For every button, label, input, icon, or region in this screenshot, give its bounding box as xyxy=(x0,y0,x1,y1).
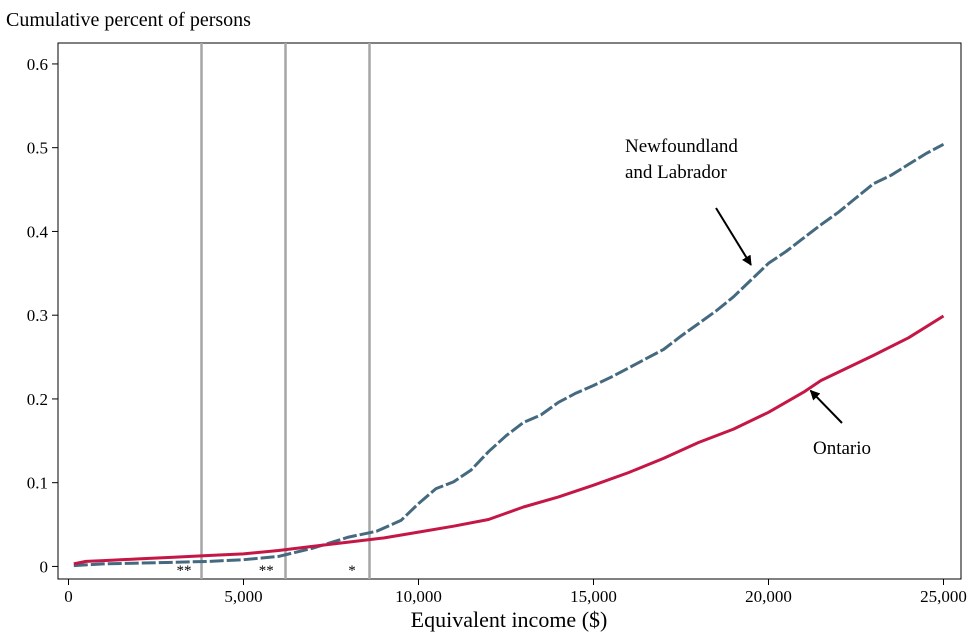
x-tick-label: 15,000 xyxy=(570,587,617,606)
threshold-lines xyxy=(200,43,371,579)
annotations: Newfoundland and Labrador Ontario xyxy=(625,136,871,459)
y-tick-label: 0.6 xyxy=(27,55,48,74)
series-line-ontario xyxy=(73,314,945,566)
y-tick-label: 0.2 xyxy=(27,390,48,409)
annotation-arrow-newfoundland-and-labrador xyxy=(715,207,752,266)
annotation-arrow-ontario xyxy=(809,389,843,424)
x-axis-label: Equivalent income ($) xyxy=(411,607,608,632)
significance-mark: ** xyxy=(177,563,192,579)
series-line-newfoundland-and-labrador xyxy=(73,142,945,568)
significance-mark: ** xyxy=(259,563,274,579)
y-axis: 0 0.1 0.2 0.3 0.4 0.5 0.6 xyxy=(27,55,58,576)
significance-marks: ** ** * xyxy=(177,563,356,579)
y-tick-label: 0.3 xyxy=(27,306,48,325)
series-group xyxy=(73,142,945,568)
annotation-label-newfoundland-and-labrador: Newfoundland xyxy=(625,136,738,157)
y-tick-label: 0.4 xyxy=(27,222,49,241)
plot-frame xyxy=(57,42,962,580)
chart-title: Cumulative percent of persons xyxy=(6,9,251,31)
x-tick-label: 25,000 xyxy=(920,587,967,606)
x-tick-label: 20,000 xyxy=(745,587,792,606)
x-tick-label: 0 xyxy=(64,587,73,606)
x-tick-label: 5,000 xyxy=(224,587,262,606)
significance-mark: * xyxy=(348,563,356,579)
y-tick-label: 0.1 xyxy=(27,474,48,493)
x-axis: 0 5,000 10,000 15,000 20,000 25,000 xyxy=(64,579,967,606)
x-tick-label: 10,000 xyxy=(395,587,442,606)
annotation-label-newfoundland-and-labrador: and Labrador xyxy=(625,162,727,183)
y-tick-label: 0.5 xyxy=(27,139,48,158)
annotation-label-ontario: Ontario xyxy=(813,438,871,459)
y-tick-label: 0 xyxy=(40,557,49,576)
